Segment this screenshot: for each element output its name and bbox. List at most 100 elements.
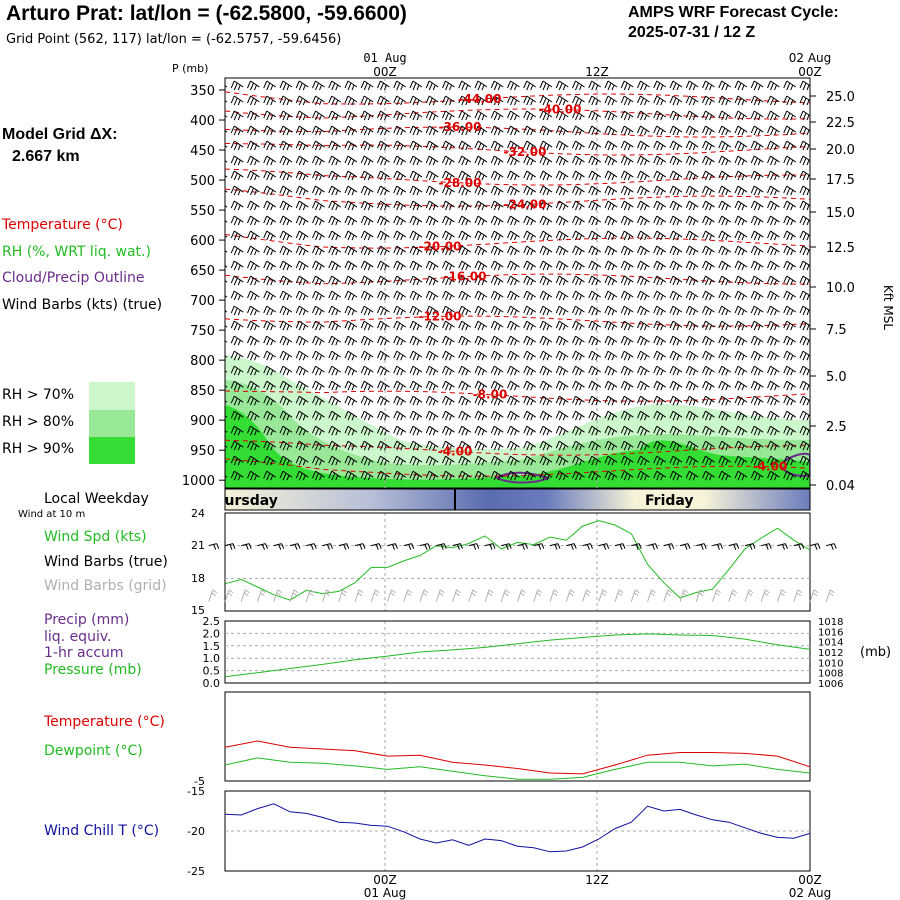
wind-barb-grid xyxy=(387,589,396,602)
wind-barb xyxy=(295,335,309,346)
wind-barb xyxy=(507,185,520,196)
height-axis-labels: 25.0 22.5 20.0 17.5 15.0 12.5 10.0 7.5 5.0 2.5 0.0… xyxy=(810,90,855,494)
wind-barb xyxy=(507,275,520,286)
top-tick-00z-2: 00Z xyxy=(798,65,822,79)
wind-barb xyxy=(263,80,277,91)
wind-barb xyxy=(604,290,618,301)
wind-barb xyxy=(247,440,260,451)
wind-barb xyxy=(637,335,650,346)
wind-barb-true xyxy=(289,543,301,550)
wind-barb xyxy=(377,140,390,151)
wind-barb xyxy=(718,245,732,256)
wind-barb xyxy=(474,200,488,211)
wind-barb xyxy=(393,365,407,376)
temp-contour-label-5: -24.00 xyxy=(504,197,547,211)
temp-contour-10 xyxy=(225,439,810,456)
wind-barb xyxy=(279,455,293,466)
wind-barb xyxy=(442,200,455,211)
wind-barb xyxy=(474,170,488,181)
wind-barb xyxy=(539,275,553,286)
wind-barb xyxy=(474,110,488,121)
wind-barb xyxy=(523,365,537,376)
wind-barb xyxy=(279,335,293,346)
height-label-8: 5.0 xyxy=(826,370,847,385)
wind-barb xyxy=(685,410,699,421)
wind-barb xyxy=(409,365,423,376)
wind-barb xyxy=(458,350,472,361)
wind-barb xyxy=(263,395,277,406)
wind-barb-true xyxy=(322,543,333,550)
wind-barb xyxy=(718,455,732,466)
wind-barb xyxy=(393,470,407,481)
wind-barb xyxy=(702,275,715,286)
wind-barb xyxy=(734,185,748,196)
wind-barb xyxy=(507,200,520,211)
wind-barb xyxy=(588,470,602,481)
wind-barb xyxy=(263,470,277,481)
wind-barb xyxy=(750,110,764,121)
wind-barb xyxy=(799,245,810,256)
wind-barb xyxy=(588,155,602,166)
wind-barb-grid xyxy=(338,589,348,602)
wind-barb xyxy=(669,155,683,166)
wind-barb xyxy=(263,320,277,331)
wind-barb xyxy=(620,425,634,436)
wind-barb xyxy=(783,275,797,286)
wind-barb xyxy=(637,410,650,421)
wind-barb xyxy=(360,470,374,481)
wind-barb xyxy=(588,275,602,286)
wind-barb xyxy=(669,305,683,316)
wind-barb xyxy=(702,365,715,376)
wind-barb xyxy=(637,200,650,211)
dewpoint-line xyxy=(224,757,811,780)
wind-barb-grid xyxy=(630,589,640,602)
wind-barb xyxy=(474,425,488,436)
wind-barb xyxy=(604,200,618,211)
wind-barb xyxy=(344,470,358,481)
wind-barb xyxy=(669,455,683,466)
wind-barb xyxy=(230,365,244,376)
precip-ytick-5: 0.0 xyxy=(203,677,221,690)
wind-barb xyxy=(425,410,439,421)
wind-barb xyxy=(685,350,699,361)
wind-barb xyxy=(377,155,390,166)
wind-barb xyxy=(767,260,780,271)
wind-barb xyxy=(360,440,374,451)
wind-barb-true xyxy=(452,543,463,550)
temp-contour-3 xyxy=(225,143,810,156)
wind-barb-grid xyxy=(435,589,445,602)
temp-contour-6 xyxy=(225,234,810,249)
wind-barb xyxy=(685,140,699,151)
wind-barb-true xyxy=(371,543,382,550)
wind-barb xyxy=(490,140,504,151)
wind-barb xyxy=(230,140,244,151)
wind-barb xyxy=(409,320,423,331)
wind-barb xyxy=(523,80,537,91)
wind-barb xyxy=(247,125,260,136)
wind-barb xyxy=(718,230,732,241)
wind-barb xyxy=(377,410,390,421)
wind-barb xyxy=(539,230,553,241)
wind-barb-true xyxy=(777,543,788,550)
wind-barb xyxy=(637,125,650,136)
wind-barb xyxy=(393,80,407,91)
wind-barb xyxy=(799,275,810,286)
wind-barb xyxy=(247,455,260,466)
wind-barb xyxy=(328,80,342,91)
wind-barb xyxy=(620,110,634,121)
wind-barb xyxy=(539,320,553,331)
wind-barb xyxy=(604,80,618,91)
wind-barb xyxy=(344,215,358,226)
wind-barb xyxy=(604,365,618,376)
wind-barb xyxy=(458,395,472,406)
wind-barb xyxy=(799,425,810,436)
wind-barb xyxy=(718,185,732,196)
wind-barb xyxy=(442,260,455,271)
wind-barb xyxy=(750,380,764,391)
wind-barb xyxy=(799,215,810,226)
wind-barb xyxy=(604,275,618,286)
wind-barb-grid xyxy=(419,589,429,602)
pressure-ytick-5: 1008 xyxy=(818,669,843,680)
wind-barb xyxy=(702,350,715,361)
wind-barb xyxy=(783,230,797,241)
